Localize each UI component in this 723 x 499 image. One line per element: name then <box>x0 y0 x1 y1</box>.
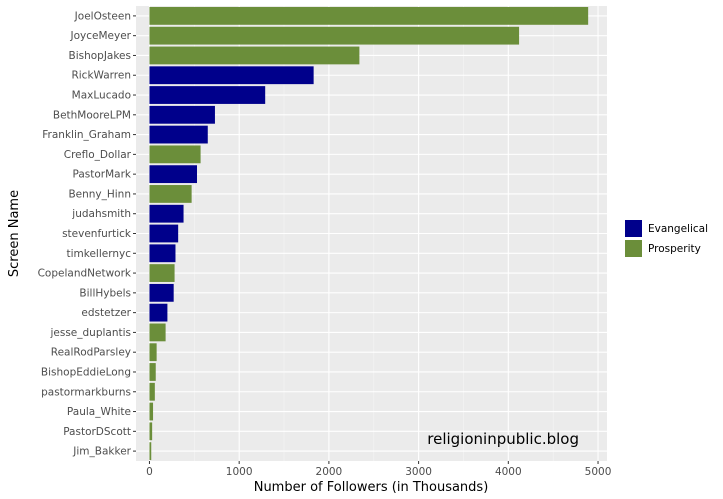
bar <box>149 264 175 282</box>
y-axis-ticks: JoelOsteen JoyceMeyer BishopJakes RickWarre… <box>38 10 136 458</box>
bar <box>149 323 166 342</box>
bar <box>149 363 156 381</box>
y-tick-label: JoyceMeyer <box>70 30 132 42</box>
x-tick-label: 0 <box>146 466 153 478</box>
y-tick-label: jesse_duplantis <box>49 327 131 339</box>
y-tick-label: stevenfurtick <box>62 228 132 240</box>
y-tick-label: Paula_White <box>67 406 131 418</box>
y-tick-label: pastormarkburns <box>41 386 131 398</box>
bar <box>149 382 155 401</box>
x-tick-label: 2000 <box>316 466 343 478</box>
x-axis-title: Number of Followers (in Thousands) <box>254 480 489 495</box>
bar <box>149 26 520 45</box>
y-tick-label: BethMooreLPM <box>53 109 131 121</box>
grid-major <box>136 6 607 461</box>
y-tick-label: Jim_Bakker <box>72 446 131 458</box>
y-tick-label: RickWarren <box>71 70 131 82</box>
bar <box>149 185 192 203</box>
y-tick-label: PastorDScott <box>63 426 131 438</box>
bar <box>149 105 215 124</box>
x-tick-label: 1000 <box>226 466 253 478</box>
y-tick-label: Franklin_Graham <box>42 129 131 141</box>
bar <box>149 442 152 461</box>
legend: Evangelical Prosperity <box>625 220 708 257</box>
y-tick-label: Creflo_Dollar <box>64 149 132 161</box>
y-tick-label: BishopEddieLong <box>41 366 131 378</box>
bar <box>149 165 198 184</box>
y-tick-label: RealRodParsley <box>51 347 131 359</box>
y-tick-label: BishopJakes <box>68 50 131 62</box>
y-tick-label: PastorMark <box>72 169 131 181</box>
bar <box>149 204 184 223</box>
legend-key-evangelical <box>625 220 642 237</box>
legend-label-evangelical: Evangelical <box>648 223 708 235</box>
legend-key-prosperity <box>625 240 642 257</box>
y-tick-label: JoelOsteen <box>74 10 131 22</box>
x-tick-label: 3000 <box>405 466 432 478</box>
y-tick-label: edstetzer <box>81 307 131 319</box>
bar <box>149 66 314 85</box>
y-tick-label: Benny_Hinn <box>68 188 131 200</box>
bar <box>149 422 153 441</box>
y-axis-title: Screen Name <box>7 190 22 277</box>
x-tick-label: 5000 <box>585 466 612 478</box>
bar <box>149 224 179 243</box>
y-tick-label: CopelandNetwork <box>38 268 132 280</box>
bar <box>149 145 201 164</box>
bar <box>149 46 360 65</box>
x-axis-ticks: 0 1000 2000 3000 4000 5000 <box>146 461 611 478</box>
bars <box>149 6 589 461</box>
bar <box>149 283 174 302</box>
bar <box>149 402 154 421</box>
y-tick-label: judahsmith <box>71 208 131 220</box>
bar <box>149 86 266 104</box>
y-tick-label: timkellernyc <box>67 248 132 260</box>
bar <box>149 125 208 144</box>
watermark-annotation: religioninpublic.blog <box>427 430 579 448</box>
bar <box>149 343 157 362</box>
bar <box>149 6 589 25</box>
legend-label-prosperity: Prosperity <box>648 243 701 255</box>
bar <box>149 244 176 263</box>
bar <box>149 303 168 322</box>
y-tick-label: MaxLucado <box>72 90 131 102</box>
y-tick-label: BillHybels <box>79 287 131 299</box>
x-tick-label: 4000 <box>495 466 522 478</box>
